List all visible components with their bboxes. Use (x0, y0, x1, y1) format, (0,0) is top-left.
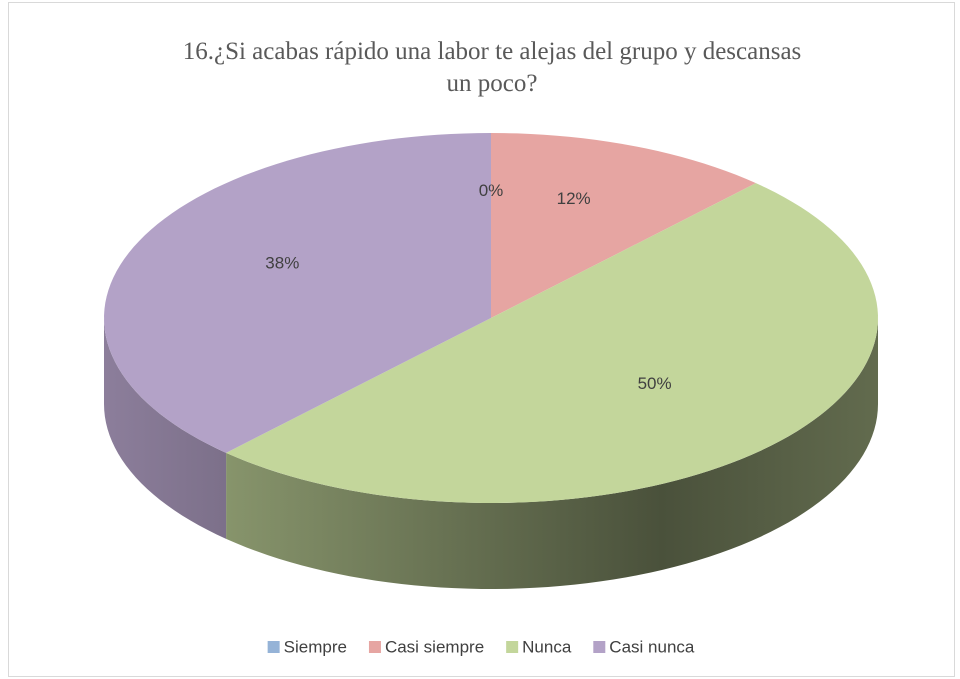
legend-label: Siempre (284, 637, 347, 656)
legend-label: Nunca (522, 637, 572, 656)
legend-swatch (368, 641, 381, 653)
pie-slice (491, 133, 756, 318)
data-label: 12% (557, 189, 591, 208)
legend-swatch (593, 641, 606, 653)
data-label: 38% (265, 253, 299, 272)
legend-swatch (267, 641, 280, 653)
pie-side (104, 318, 227, 539)
legend-label: Casi siempre (385, 637, 484, 656)
pie-side (226, 318, 879, 589)
chart-title: 16.¿Si acabas rápido una labor te alejas… (182, 38, 802, 97)
legend-label: Casi nunca (609, 637, 695, 656)
pie-slice (226, 183, 878, 503)
data-label: 0% (479, 181, 504, 200)
pie-slice (104, 133, 491, 453)
legend-swatch (506, 641, 519, 653)
data-label: 50% (638, 374, 672, 393)
